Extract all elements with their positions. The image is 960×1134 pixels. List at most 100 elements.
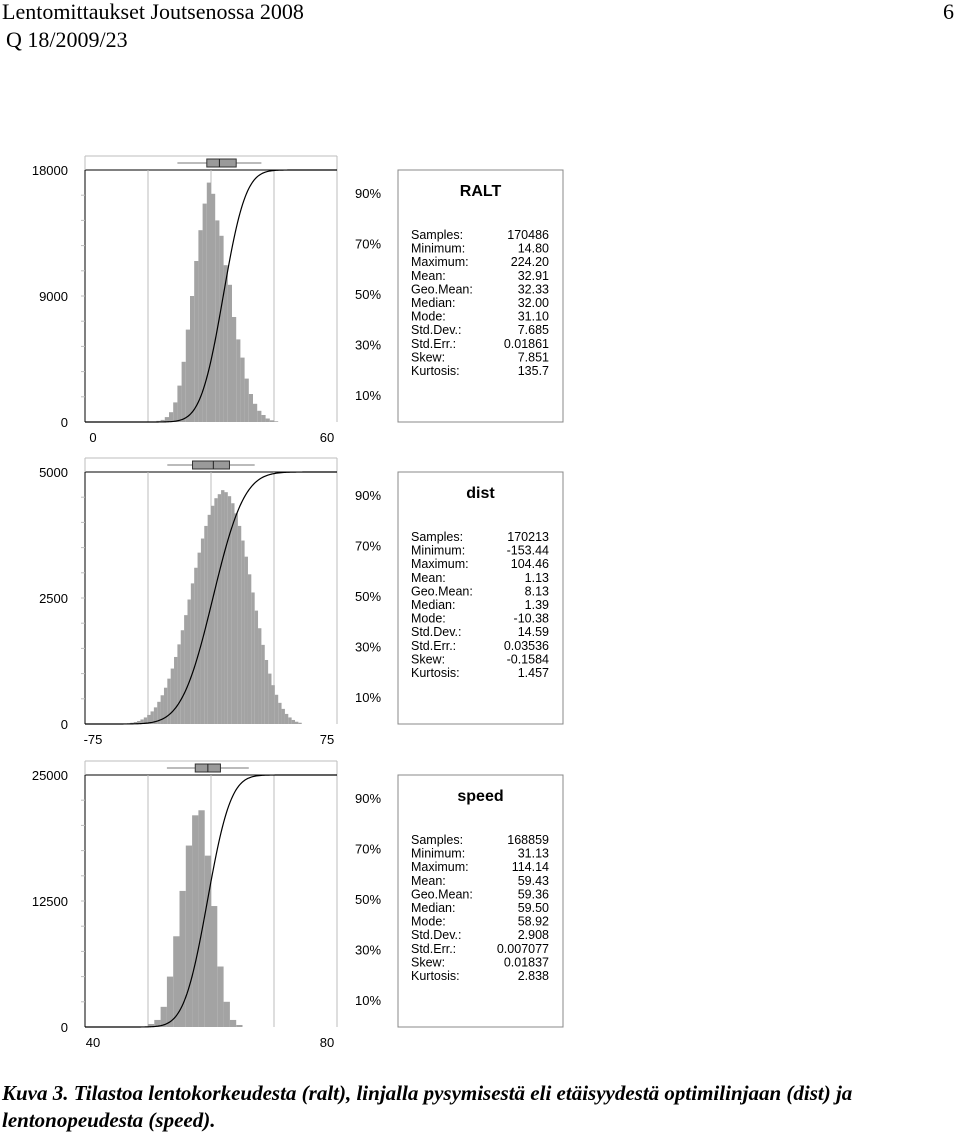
stat-value: -0.1584 [507,652,549,666]
stat-label: Median: [411,296,455,310]
histogram-bar [191,583,194,724]
stat-label: Mode: [411,612,446,626]
stat-value: 1.13 [525,571,549,585]
stat-value: 0.01837 [504,955,549,969]
histogram-bar [285,714,288,724]
stat-value: -10.38 [514,612,549,626]
stat-value: 1.457 [518,666,549,680]
histogram-bar [241,541,244,724]
histogram-bar [270,420,274,422]
stats-title: RALT [460,183,502,200]
histogram-bar [190,296,194,422]
stat-label: Std.Dev.: [411,323,461,337]
histogram-bar [298,723,301,724]
histogram-bar [268,674,271,724]
stat-label: Geo.Mean: [411,887,473,901]
percentile-label: 10% [355,690,381,705]
stat-value: 32.33 [518,282,549,296]
histogram-bar [207,183,211,422]
percentile-label: 30% [355,640,381,655]
histogram-bar [232,317,236,422]
stat-value: 2.838 [518,969,549,983]
histogram-bar [224,492,227,724]
percentile-label: 30% [355,338,381,353]
histogram-bar [211,906,217,1027]
boxplot-box [207,159,236,167]
histogram-bar [214,498,217,724]
stat-label: Mode: [411,310,446,324]
stat-value: 7.685 [518,323,549,337]
stat-value: 114.14 [512,860,549,874]
histogram-bar [219,236,223,422]
histogram-bar [282,709,285,724]
percentile-label: 50% [355,589,381,604]
histogram-bar [245,379,249,422]
stat-label: Mean: [411,874,446,888]
histogram-bar [236,1025,242,1027]
stat-value: 224.20 [511,255,549,269]
stat-value: 14.80 [518,242,549,256]
histogram-bar [231,503,234,724]
histogram-bar [177,386,181,422]
histogram-bar [245,557,248,724]
figure-caption: Kuva 3. Tilastoa lentokorkeudesta (ralt)… [2,1080,958,1134]
histogram-bar [169,412,173,422]
histogram-bar [194,261,198,422]
stat-value: 170486 [507,228,549,242]
stat-value: 7.851 [518,350,549,364]
stat-value: 0.01861 [504,337,549,351]
histogram-bar [238,526,241,724]
histogram-bar [261,415,265,422]
histogram-bar [274,421,278,422]
stat-value: 1.39 [525,598,549,612]
stat-label: Maximum: [411,557,469,571]
histogram-bar [257,411,261,422]
stat-label: Maximum: [411,860,469,874]
percentile-label: 90% [355,186,381,201]
y-tick-label: 25000 [32,768,68,783]
stat-label: Kurtosis: [411,364,460,378]
histogram-bar [217,967,223,1027]
histogram-bar [177,644,180,724]
stat-value: 104.46 [511,557,549,571]
histogram-bar [295,722,298,724]
histogram-bar [240,358,244,422]
histogram-bar [236,339,240,422]
stat-label: Mean: [411,269,446,283]
histogram-bar [198,553,201,724]
x-tick-label: -75 [84,732,103,747]
percentile-label: 90% [355,791,381,806]
y-tick-label: 2500 [39,591,68,606]
stat-label: Skew: [411,955,445,969]
y-tick-label: 0 [61,415,68,430]
stat-label: Kurtosis: [411,969,460,983]
x-tick-label: 75 [320,732,334,747]
stat-label: Samples: [411,833,463,847]
x-tick-label: 0 [89,430,96,445]
x-tick-label: 60 [320,430,334,445]
histogram-bar [258,628,261,724]
stat-label: Maximum: [411,255,469,269]
stat-value: 14.59 [518,625,549,639]
y-tick-label: 0 [61,717,68,732]
stat-label: Skew: [411,652,445,666]
histogram-bar [288,717,291,724]
histogram-bar [251,592,254,724]
histogram-bar [180,891,186,1027]
stat-value: 59.50 [518,901,549,915]
stat-label: Kurtosis: [411,666,460,680]
histogram-bar [248,574,251,724]
percentile-label: 50% [355,892,381,907]
y-tick-label: 0 [61,1020,68,1035]
boxplot-box [193,461,230,469]
stat-label: Minimum: [411,242,465,256]
histogram-bar [228,285,232,422]
histogram-bar [187,600,190,724]
histogram-bar [186,330,190,422]
stats-title: speed [457,788,503,805]
x-tick-label: 40 [86,1035,100,1050]
stat-value: 0.007077 [497,942,549,956]
percentile-label: 90% [355,488,381,503]
